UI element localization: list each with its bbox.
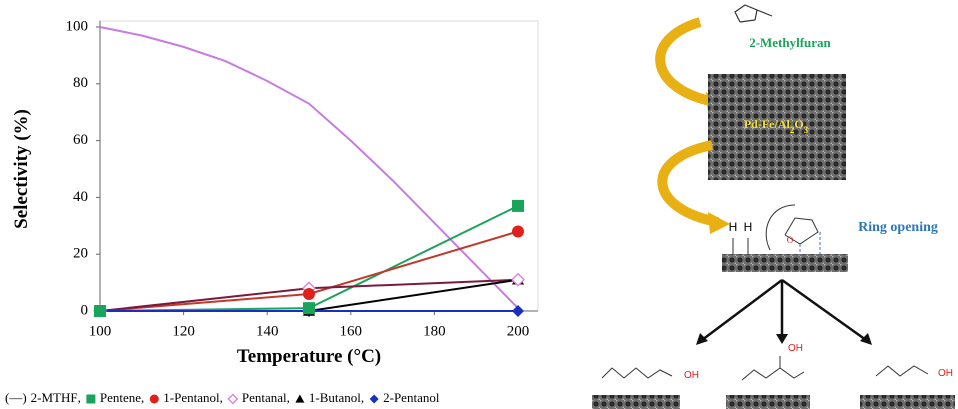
surface [722, 254, 848, 272]
marker [370, 395, 379, 404]
arrow-head [696, 333, 708, 345]
marker [228, 395, 237, 404]
legend-label: 2-MTHF [31, 390, 78, 405]
arrows [702, 280, 866, 340]
legend-separator: , [220, 390, 223, 405]
legend-separator: , [141, 390, 144, 405]
bond [757, 10, 772, 16]
y-tick-label: 20 [73, 246, 88, 262]
legend-label: 1-Pentanol [163, 390, 220, 405]
marker [94, 305, 106, 317]
atom-label: H [729, 220, 738, 234]
atom-label: O [787, 235, 794, 245]
arrow-head [776, 334, 788, 344]
legend-separator: , [287, 390, 290, 405]
molecule [735, 5, 757, 22]
diagram: 2-Methylfuran Pd-Fe/Al2O3 H H O Ring ope… [592, 5, 955, 409]
x-tick-label: 120 [172, 323, 195, 339]
y-tick-label: 0 [81, 302, 89, 318]
molecule [742, 368, 804, 380]
y-axis-title: Selectivity (%) [11, 109, 32, 229]
marker [512, 225, 524, 237]
product-label: OH [684, 370, 699, 381]
x-tick-label: 160 [340, 323, 363, 339]
legend-separator: , [78, 390, 81, 405]
x-axis-title: Temperature (°C) [237, 346, 381, 367]
y-tick-label: 100 [66, 18, 89, 34]
legend-label: 1-Butanol [309, 390, 361, 405]
legend: (—)2-MTHF,Pentene,1-Pentanol,Pentanal,1-… [5, 390, 440, 405]
plot-frame [100, 21, 538, 311]
surface [592, 395, 680, 409]
molecule [602, 368, 672, 378]
x-tick-label: 180 [423, 323, 446, 339]
legend-label: 2-Pentanol [383, 390, 440, 405]
molecule [876, 366, 928, 376]
arrow [660, 22, 715, 102]
product-label: OH [938, 368, 953, 379]
series-line [100, 27, 518, 308]
surface [726, 395, 810, 409]
marker [303, 288, 315, 300]
chart: 0 20 40 60 80 100 100 120 140 160 180 200 Temperatur… [5, 18, 538, 405]
x-tick-label: 100 [89, 323, 112, 339]
marker [512, 305, 524, 317]
catalyst-part: O [794, 117, 803, 131]
marker [303, 302, 315, 314]
y-tick-label: 40 [73, 189, 88, 205]
marker [86, 395, 95, 404]
marker [295, 395, 304, 403]
legend-separator: , [361, 390, 364, 405]
reactant-label: 2-Methylfuran [749, 35, 831, 50]
legend-label: Pentanal [242, 390, 287, 405]
catalyst-part: 3 [804, 125, 809, 135]
figure: 0 20 40 60 80 100 100 120 140 160 180 200 Temperatur… [0, 0, 958, 409]
marker [150, 395, 159, 404]
surface [860, 395, 955, 409]
arrow-head [708, 212, 730, 234]
atom-label: H [744, 220, 753, 234]
x-tick-label: 200 [507, 323, 530, 339]
y-tick-label: 80 [73, 75, 88, 91]
product-label: OH [788, 343, 803, 354]
legend-label: Pentene [100, 390, 141, 405]
y-tick-label: 60 [73, 132, 88, 148]
legend-prefix: (—) [5, 390, 27, 405]
catalyst-part: Pd-Fe/Al [744, 117, 791, 131]
arrow-head [860, 333, 872, 345]
step-label: Ring opening [858, 220, 938, 235]
marker [512, 200, 524, 212]
x-tick-label: 140 [256, 323, 279, 339]
